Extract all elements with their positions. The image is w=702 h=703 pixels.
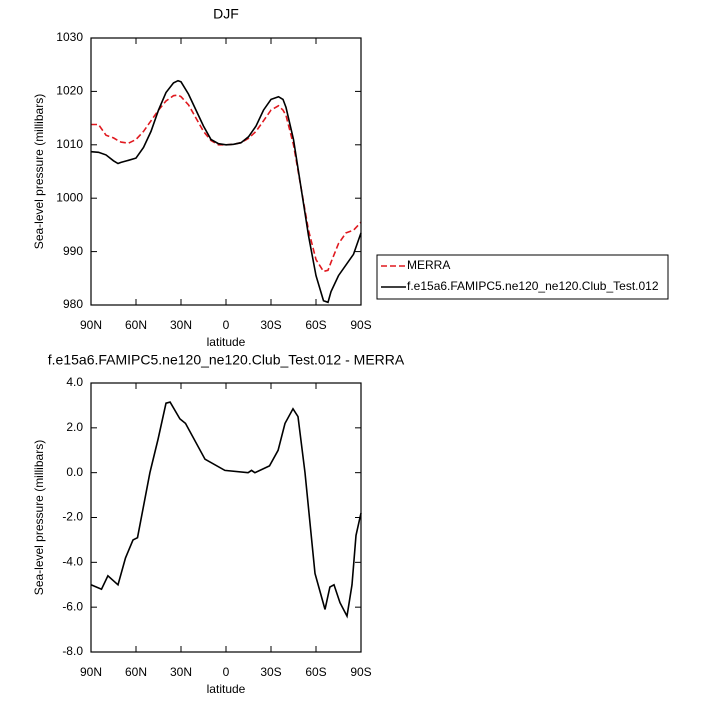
x-tick-label: 60N: [125, 318, 147, 332]
y-tick-label: -2.0: [62, 510, 83, 524]
x-tick-label: 90S: [350, 318, 371, 332]
x-tick-label: 30S: [260, 318, 281, 332]
y-tick-label: 0.0: [66, 465, 83, 479]
data-line: [90, 79, 362, 304]
y-tick-label: 980: [63, 297, 83, 311]
chart-title: f.e15a6.FAMIPC5.ne120_ne120.Club_Test.01…: [48, 352, 405, 368]
data-line: [91, 94, 362, 273]
y-tick-label: 1030: [56, 30, 83, 44]
plot-frame: [90, 382, 362, 653]
x-tick-label: 90N: [80, 318, 102, 332]
legend-label: MERRA: [407, 258, 450, 272]
x-tick-label: 60S: [305, 665, 326, 679]
y-tick-label: 990: [63, 244, 83, 258]
x-tick-label: 30S: [260, 665, 281, 679]
x-tick-label: 60S: [305, 318, 326, 332]
x-tick-label: 30N: [170, 665, 192, 679]
x-axis-label: latitude: [207, 335, 246, 349]
y-tick-label: 1010: [56, 137, 83, 151]
x-tick-label: 90S: [350, 665, 371, 679]
y-axis-label: Sea-level pressure (millibars): [32, 94, 46, 249]
x-tick-label: 90N: [80, 665, 102, 679]
x-axis-label: latitude: [207, 682, 246, 696]
x-tick-label: 60N: [125, 665, 147, 679]
legend-box: [376, 254, 669, 300]
y-tick-label: -4.0: [62, 555, 83, 569]
y-tick-label: 2.0: [66, 420, 83, 434]
y-tick-label: 1020: [56, 84, 83, 98]
y-tick-label: -8.0: [62, 644, 83, 658]
chart-title: DJF: [213, 6, 239, 22]
y-tick-label: 1000: [56, 190, 83, 204]
plot-frame: [90, 37, 362, 306]
x-tick-label: 0: [223, 318, 230, 332]
legend-label: f.e15a6.FAMIPC5.ne120_ne120.Club_Test.01…: [407, 279, 659, 293]
x-tick-label: 0: [223, 665, 230, 679]
y-tick-label: 4.0: [66, 375, 83, 389]
y-tick-label: -6.0: [62, 599, 83, 613]
y-axis-label: Sea-level pressure (millibars): [32, 440, 46, 595]
data-line: [90, 401, 362, 619]
x-tick-label: 30N: [170, 318, 192, 332]
